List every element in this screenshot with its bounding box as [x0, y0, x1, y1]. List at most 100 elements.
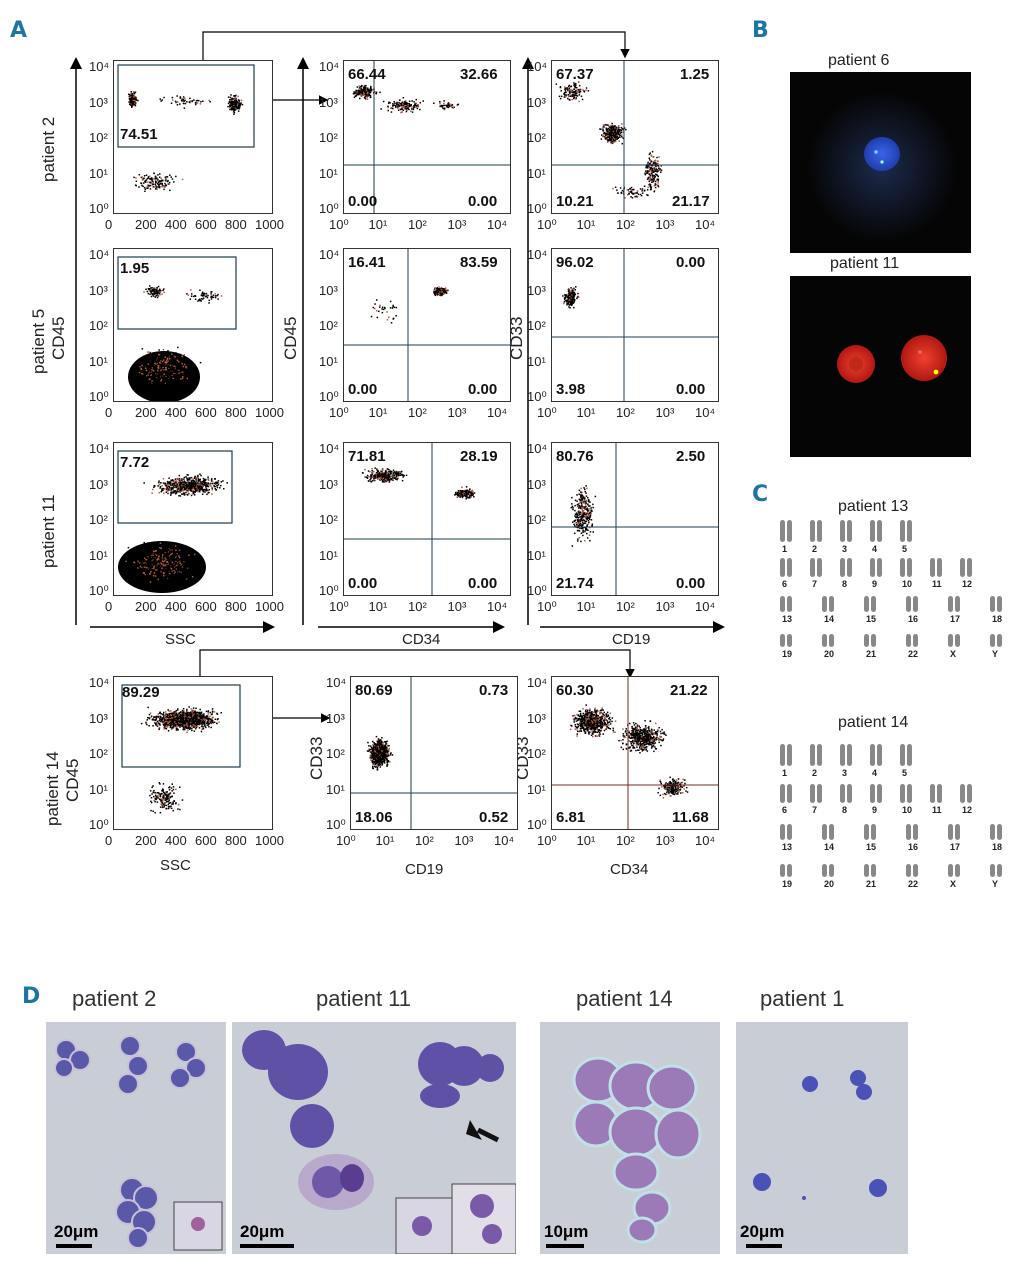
x-tick-label: 0 — [105, 217, 113, 232]
y-tick-label: 10⁴ — [319, 59, 340, 74]
chromosome-number: 10 — [902, 805, 913, 815]
plot-r3-cd19-cd33: 80.76 2.50 21.74 0.00 — [551, 442, 719, 596]
quad-ur-r3b: 2.50 — [676, 448, 706, 465]
chromosome — [900, 520, 905, 542]
row-label-cd45-r2: CD45 — [49, 316, 68, 360]
chromosome — [960, 558, 965, 577]
chromosome — [907, 520, 912, 542]
y-tick-label: 10¹ — [319, 547, 338, 563]
x-tick-label: 10⁰ — [329, 217, 349, 232]
karyotype-patient-14: 1 2 3 4 5 6 7 8 9 10 11 12 13 14 15 16 17 18 19 20 21 22 X Y — [770, 740, 1010, 910]
quad-ur-r2b: 0.00 — [676, 254, 706, 271]
y-tick-label: 10³ — [527, 476, 546, 492]
chromosome — [787, 824, 792, 840]
gate-pct-r3: 7.72 — [120, 454, 150, 471]
x-tick-label: 10⁰ — [329, 599, 349, 614]
y-tick-label: 10³ — [89, 94, 108, 110]
x-tick-label: 400 — [165, 405, 187, 420]
plot-r3-ssc-cd45: 7.72 — [113, 442, 273, 596]
chromosome — [787, 634, 792, 647]
chromosome — [822, 864, 827, 877]
chromosome-number: 18 — [992, 614, 1003, 624]
chromosome — [948, 824, 953, 840]
axis-label-cd45-left: CD45 — [281, 316, 300, 360]
chromosome-number: 4 — [872, 768, 878, 778]
scale-label-patient-1: 20μm — [740, 1222, 785, 1241]
y-tick-label: 10⁰ — [527, 817, 547, 832]
y-tick-label: 10⁴ — [527, 675, 548, 690]
x-tick-label: 800 — [225, 405, 247, 420]
micrograph-patient-1-cells — [753, 1070, 887, 1200]
axis-label-cd34: CD34 — [402, 631, 441, 648]
row-label-patient-5: patient 5 — [29, 308, 48, 374]
y-tick-label: 10¹ — [527, 353, 546, 369]
chromosome — [871, 596, 876, 612]
chromosome — [822, 634, 827, 647]
micro-title-patient-2: patient 2 — [72, 986, 157, 1011]
chromosome-number: 17 — [950, 614, 961, 624]
quad-ll-r3b: 21.74 — [556, 575, 594, 592]
quad-lr-r2a: 0.00 — [468, 381, 498, 398]
x-tick-label: 10³ — [454, 833, 474, 848]
chromosome — [877, 784, 882, 803]
x-tick-label: 10¹ — [576, 217, 596, 232]
micrograph-patient-11-cells — [242, 1030, 516, 1254]
quad-ul-r4b: 60.30 — [556, 682, 594, 699]
chromosome — [822, 596, 827, 612]
y-tick-label: 10⁴ — [319, 441, 340, 456]
chromosome — [907, 558, 912, 577]
y-tick-label: 10¹ — [319, 353, 338, 369]
chromosome — [930, 784, 935, 803]
x-tick-label: 1000 — [255, 599, 284, 614]
chromosome-number: 3 — [842, 544, 848, 554]
x-tick-label: 10² — [408, 405, 427, 420]
x-tick-label: 10³ — [655, 833, 675, 848]
x-tick-label: 10¹ — [576, 833, 596, 848]
quad-ul-r3a: 71.81 — [348, 448, 386, 465]
y-tick-label: 10⁴ — [527, 59, 548, 74]
x-tick-label: 10¹ — [368, 217, 388, 232]
quad-ul-r2b: 96.02 — [556, 254, 594, 271]
chromosome-number: 8 — [842, 805, 848, 815]
x-tick-label: 800 — [225, 833, 247, 848]
chromosome — [997, 596, 1002, 612]
y-tick-label: 10¹ — [527, 547, 546, 563]
chromosome — [906, 596, 911, 612]
x-tick-label: 800 — [225, 599, 247, 614]
y-tick-label: 10² — [89, 512, 108, 527]
quad-ur-r1a: 32.66 — [460, 66, 498, 83]
chromosome-number: X — [950, 649, 957, 659]
y-tick-label: 10² — [319, 512, 338, 527]
chromosome-number: 12 — [962, 579, 973, 589]
y-tick-label: 10⁴ — [89, 59, 110, 74]
chromosome — [955, 634, 960, 647]
chromosome — [822, 824, 827, 840]
chromosome-number: 19 — [782, 879, 793, 889]
quad-lr-r4b: 11.68 — [672, 809, 709, 826]
x-tick-label: 10² — [408, 599, 427, 614]
y-tick-label: 10⁴ — [326, 675, 347, 690]
chromosome-number: 5 — [902, 544, 908, 554]
chromosome — [870, 558, 875, 577]
gate-pct-r1: 74.51 — [120, 126, 158, 143]
micrograph-patient-14: 10μm — [540, 1022, 720, 1254]
chromosome — [787, 558, 792, 577]
x-tick-label: 10² — [616, 405, 635, 420]
panel-letter-a: A — [10, 18, 28, 43]
x-tick-label: 10³ — [655, 217, 675, 232]
chromosome — [840, 784, 845, 803]
quad-ll-r2b: 3.98 — [556, 381, 586, 398]
x-tick-label: 600 — [195, 405, 217, 420]
quad-ur-r4b: 21.22 — [670, 682, 708, 699]
quad-ul-r1a: 66.44 — [348, 66, 386, 83]
chromosome — [870, 520, 875, 542]
y-tick-label: 10² — [527, 318, 546, 333]
chromosome — [907, 744, 912, 766]
plot-r4-cd34-cd33: 60.30 21.22 6.81 11.68 — [551, 676, 719, 830]
y-tick-label: 10² — [319, 318, 338, 333]
chromosome — [829, 864, 834, 877]
chromosome — [787, 596, 792, 612]
chromosome — [817, 744, 822, 766]
x-tick-label: 1000 — [255, 405, 284, 420]
chromosome-number: 12 — [962, 805, 973, 815]
